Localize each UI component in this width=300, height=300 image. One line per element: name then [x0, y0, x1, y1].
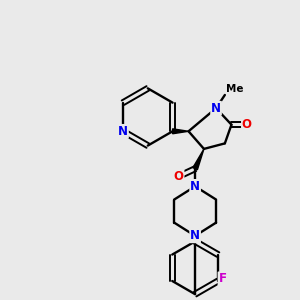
Text: N: N [211, 102, 221, 115]
Text: Me: Me [226, 84, 244, 94]
Polygon shape [172, 129, 188, 134]
Text: N: N [118, 125, 128, 138]
Text: F: F [218, 272, 226, 285]
Text: O: O [174, 170, 184, 183]
Text: N: N [190, 230, 200, 242]
Polygon shape [193, 149, 204, 170]
Text: N: N [190, 180, 200, 193]
Text: O: O [242, 118, 252, 131]
